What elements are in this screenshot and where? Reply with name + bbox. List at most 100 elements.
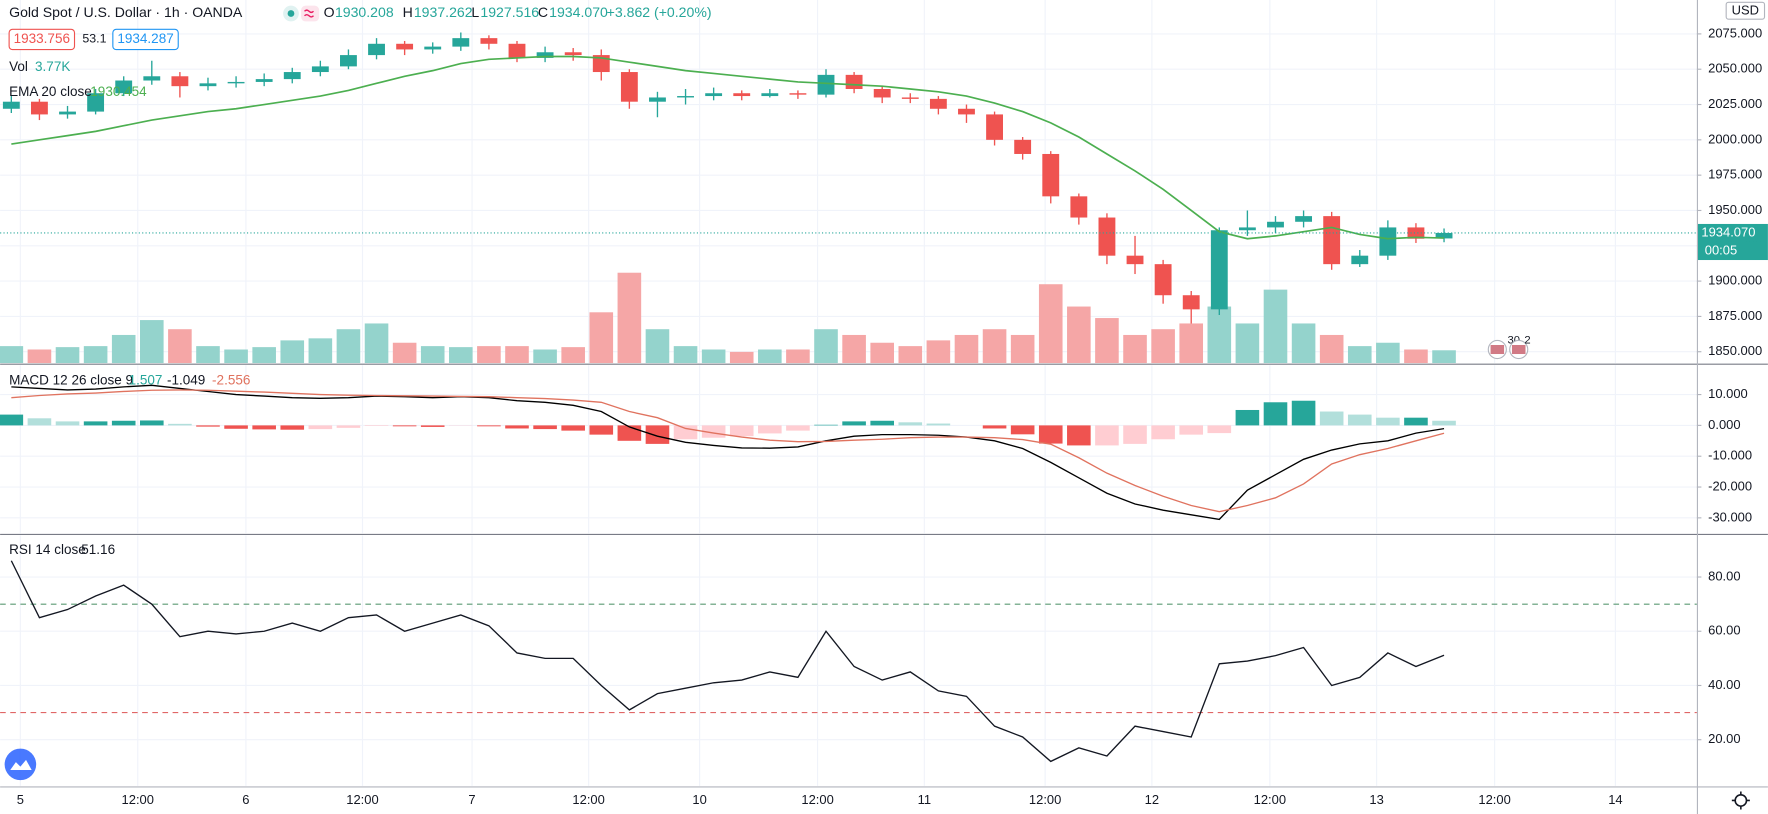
candle-body	[1014, 139, 1032, 154]
macd-histogram-bar	[701, 425, 726, 438]
volume-bar	[870, 342, 894, 364]
countdown-label: 00:05	[1705, 242, 1737, 257]
macd-histogram-bar	[926, 423, 951, 426]
ohlc-label: C	[538, 4, 548, 20]
gear-teeth	[1731, 791, 1750, 810]
candle-body	[1435, 232, 1453, 239]
x-tick-label: 12:00	[572, 792, 604, 807]
macd-histogram-bar	[139, 420, 164, 426]
rsi-value: 51.16	[81, 542, 115, 557]
grid-layer	[0, 0, 1697, 786]
macd-histogram-bar	[505, 425, 529, 429]
x-tick-label: 12:00	[1254, 792, 1286, 807]
volume-bar	[673, 346, 698, 364]
y-tick-label: 0.000	[1708, 417, 1740, 432]
ask-badge[interactable]	[112, 28, 179, 51]
volume-bar	[55, 347, 80, 364]
status-dot	[287, 10, 295, 17]
ask-price: 1934.287	[117, 31, 173, 46]
candle-body	[311, 66, 329, 73]
volume-bar	[758, 349, 782, 364]
candle-body	[424, 46, 442, 50]
macd-histogram-bar	[1376, 417, 1400, 426]
candle-body	[649, 97, 666, 102]
volume-bar	[1263, 289, 1288, 364]
volume-title: Vol	[9, 59, 28, 74]
volume-bar	[898, 346, 923, 364]
volume-bar	[0, 346, 24, 364]
y-tick-label: 1950.000	[1708, 202, 1762, 217]
volume-bar	[420, 346, 445, 364]
last-price-label: 1934.070	[1701, 224, 1755, 239]
volume-bar	[505, 346, 529, 364]
candle-body	[1238, 227, 1256, 231]
volume-bar	[926, 340, 951, 364]
volume-bar	[786, 349, 810, 364]
y-tick-label: 80.00	[1708, 568, 1740, 583]
y-tick-label: 2025.000	[1708, 96, 1762, 111]
y-tick-label: 40.00	[1708, 677, 1740, 692]
candle-body	[115, 80, 133, 94]
macd-histogram-bar	[196, 425, 220, 427]
candle-body	[1182, 295, 1200, 310]
macd-histogram-bar	[1151, 425, 1175, 440]
volume-bar	[1432, 350, 1456, 364]
settings-gear[interactable]	[1734, 794, 1748, 807]
currency-box[interactable]	[1725, 1, 1766, 20]
logo[interactable]	[4, 748, 37, 781]
candle-body	[87, 93, 105, 112]
macd-histogram-bar	[27, 418, 52, 426]
bid-badge[interactable]	[8, 28, 76, 51]
ohlc-label: L	[471, 4, 479, 20]
volume-bar	[364, 323, 389, 364]
candle-body	[368, 43, 385, 56]
volume-bar	[1038, 284, 1063, 364]
countdown-tag	[1698, 241, 1768, 261]
x-tick-label: 12:00	[801, 792, 833, 807]
y-tick-label: 2075.000	[1708, 25, 1762, 40]
y-tick-label: 1850.000	[1708, 343, 1762, 358]
macd-histogram-bar	[870, 420, 894, 426]
y-tick-label: -30.000	[1708, 509, 1752, 524]
macd-histogram-bar	[786, 425, 810, 431]
candle-body	[845, 74, 863, 89]
volume-bar	[1095, 318, 1119, 364]
macd-histogram-bar	[252, 425, 276, 430]
x-tick-label: 12:00	[1478, 792, 1510, 807]
volume-bar	[561, 347, 585, 364]
y-tick-label: 2050.000	[1708, 61, 1762, 76]
macd-histogram-bar	[83, 421, 108, 426]
signal-line	[11, 389, 1445, 513]
macd-histogram-bar	[561, 425, 585, 431]
macd-histogram-bar	[1095, 425, 1119, 446]
volume-bar	[1347, 346, 1372, 364]
candle-body	[958, 108, 975, 115]
volume-bar	[139, 320, 164, 364]
macd-histogram-bar	[1207, 425, 1232, 434]
y-tick-label: 1975.000	[1708, 167, 1762, 182]
price-change: +3.862 (+0.20%)	[607, 4, 712, 20]
macd-histogram-bar	[898, 422, 923, 426]
macd-histogram-bar	[0, 414, 24, 426]
ema-value: 1930.454	[90, 84, 147, 99]
volume-bar	[729, 351, 754, 364]
macd-histogram-bar	[1291, 400, 1316, 426]
x-tick-label: 11	[918, 792, 931, 807]
logo-glyph	[10, 759, 32, 771]
candle-body	[789, 93, 807, 95]
macd-histogram-bar	[1319, 411, 1344, 426]
volume-bar	[1123, 334, 1147, 364]
currency: USD	[1732, 3, 1759, 18]
macd-hist-value: 1.507	[129, 373, 163, 388]
macd-histogram-bar	[982, 425, 1007, 429]
volume-bar	[280, 340, 305, 364]
event-flag	[1490, 344, 1505, 355]
x-tick-label: 12:00	[1029, 792, 1061, 807]
candle-body	[1154, 264, 1172, 296]
volume-bar	[477, 346, 501, 364]
macd-histogram-bar	[308, 425, 333, 430]
compare-icon[interactable]	[301, 5, 320, 22]
y-tick-label: 1875.000	[1708, 308, 1762, 323]
candle-body	[480, 38, 498, 44]
